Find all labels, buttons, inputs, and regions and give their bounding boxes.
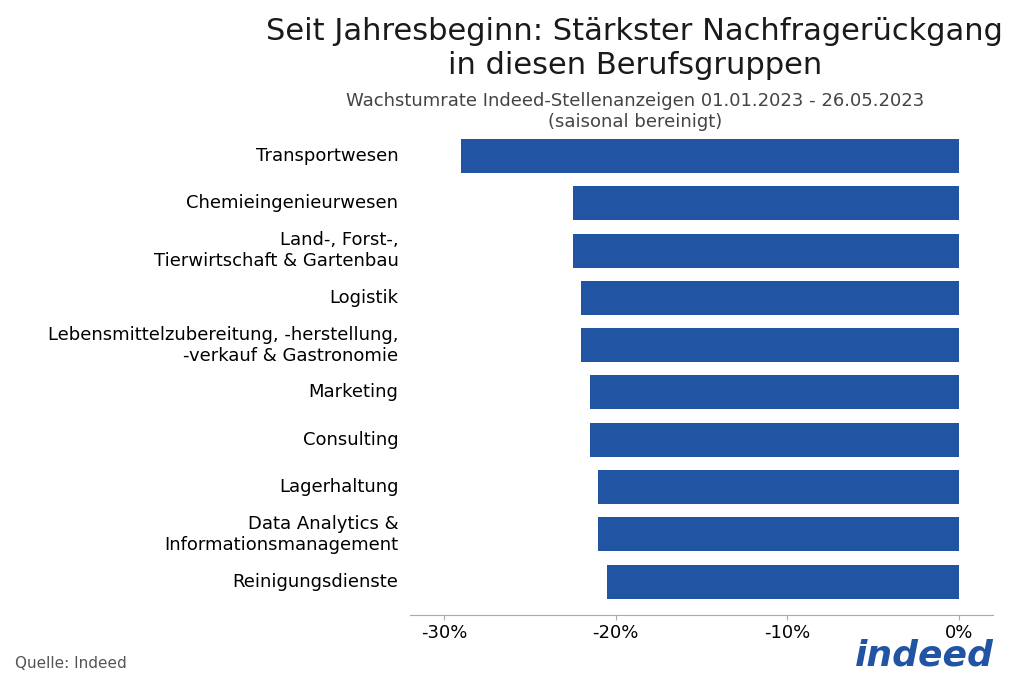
Text: Quelle: Indeed: Quelle: Indeed xyxy=(15,656,127,671)
Bar xyxy=(572,234,958,268)
Text: Seit Jahresbeginn: Stärkster Nachfragerückgang
in diesen Berufsgruppen: Seit Jahresbeginn: Stärkster Nachfragerü… xyxy=(266,17,1004,80)
Bar xyxy=(590,423,958,457)
Text: indeed: indeed xyxy=(854,639,993,673)
Bar xyxy=(582,281,958,315)
Bar xyxy=(607,565,958,598)
Bar xyxy=(572,186,958,221)
Text: Wachstumrate Indeed-Stellenanzeigen 01.01.2023 - 26.05.2023
(saisonal bereinigt): Wachstumrate Indeed-Stellenanzeigen 01.0… xyxy=(346,92,924,131)
Bar xyxy=(598,470,958,504)
Bar xyxy=(598,517,958,551)
Bar xyxy=(582,328,958,362)
Bar xyxy=(461,139,958,173)
Bar xyxy=(590,376,958,410)
